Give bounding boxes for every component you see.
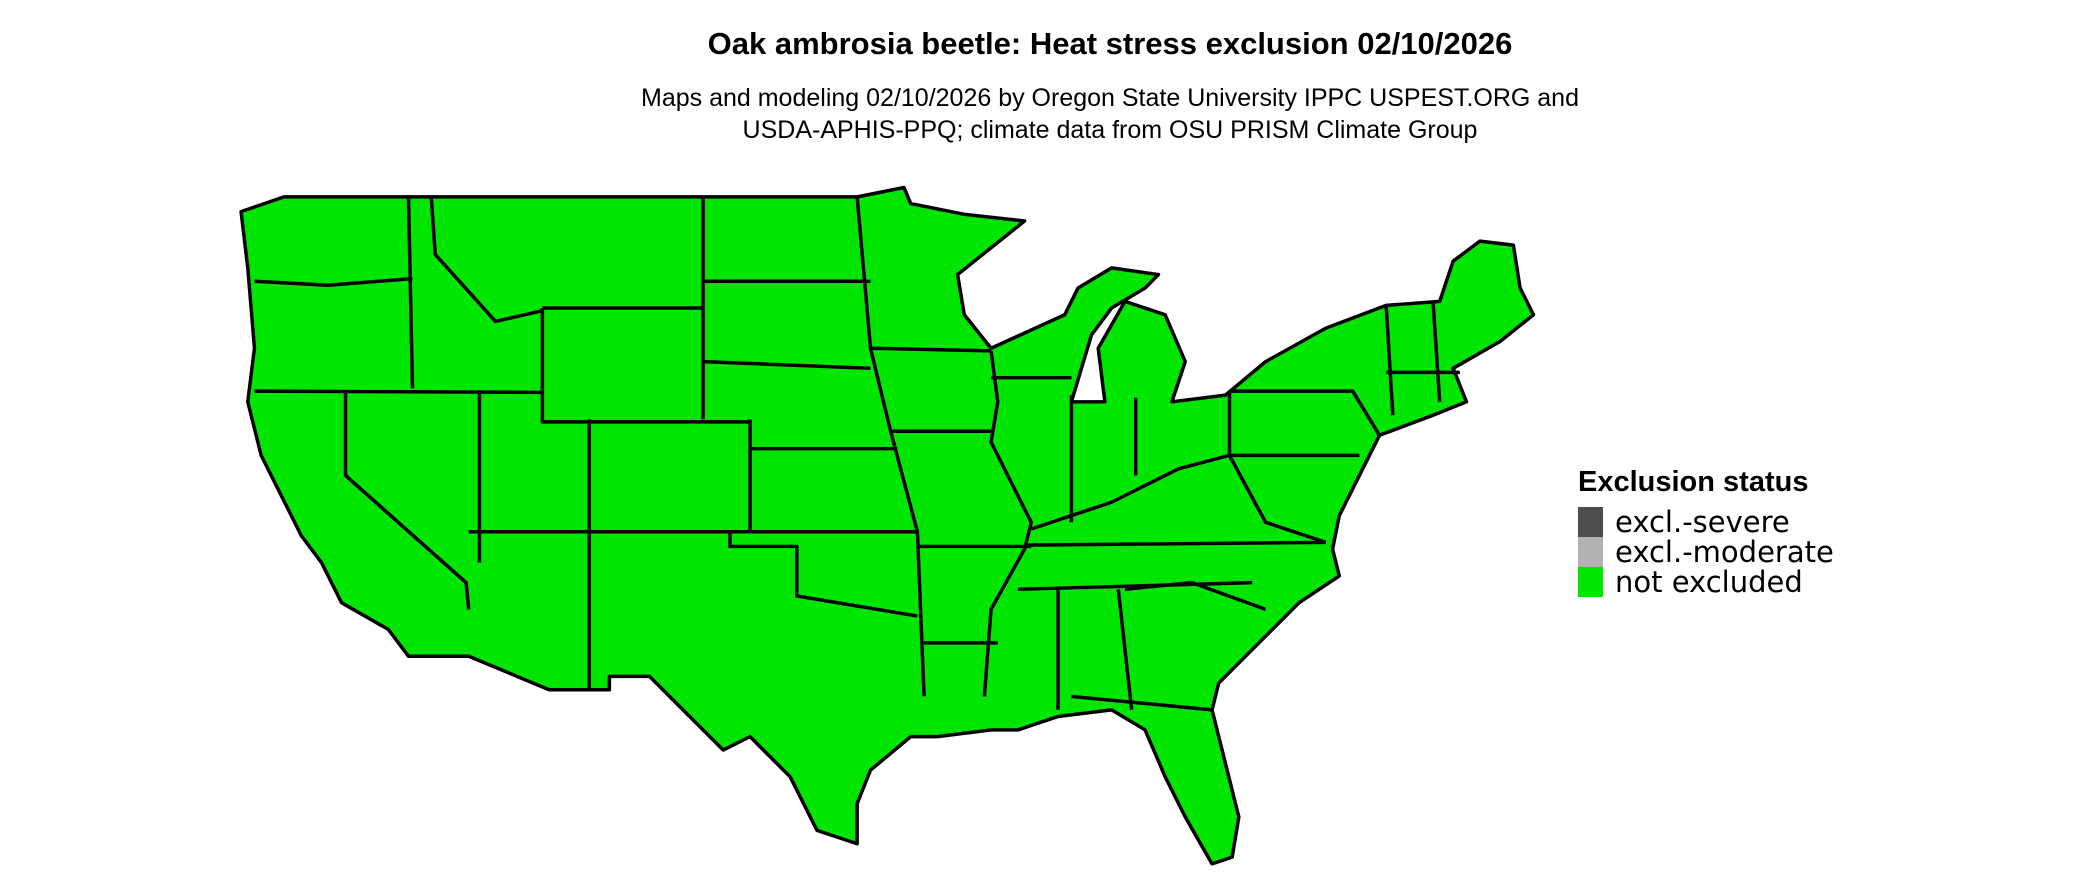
- map-title: Oak ambrosia beetle: Heat stress exclusi…: [707, 26, 1513, 61]
- conus-landmass: [239, 185, 1536, 866]
- legend-swatch-severe: [1578, 507, 1603, 537]
- legend-label: excl.-moderate: [1615, 535, 1834, 569]
- legend-item-not-excluded: not excluded: [1578, 565, 1834, 599]
- legend-label: not excluded: [1615, 565, 1803, 599]
- state-boundaries: [254, 196, 1460, 712]
- map-subtitle-line-2: USDA-APHIS-PPQ; climate data from OSU PR…: [742, 116, 1478, 144]
- legend-item-moderate: excl.-moderate: [1578, 535, 1834, 569]
- legend-label: excl.-severe: [1615, 505, 1790, 539]
- legend-item-severe: excl.-severe: [1578, 505, 1834, 539]
- legend: Exclusion status excl.-severe excl.-mode…: [1578, 466, 1834, 599]
- legend-title: Exclusion status: [1578, 466, 1809, 498]
- legend-swatch-not-excluded: [1578, 567, 1603, 597]
- map-subtitle-line-1: Maps and modeling 02/10/2026 by Oregon S…: [641, 84, 1579, 112]
- legend-swatch-moderate: [1578, 537, 1603, 567]
